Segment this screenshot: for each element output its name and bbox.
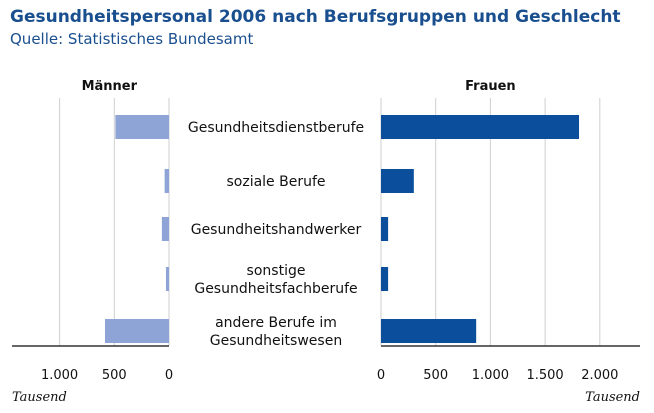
bar-maenner <box>161 217 169 241</box>
bar-maenner <box>105 319 169 343</box>
category-label: Gesundheitswesen <box>210 333 342 349</box>
tick-label-maenner: 0 <box>165 368 173 383</box>
tick-label-maenner: 1.000 <box>41 368 78 383</box>
bar-maenner <box>164 169 169 193</box>
bar-frauen <box>381 169 414 193</box>
tick-label-maenner: 500 <box>102 368 127 383</box>
tick-label-frauen: 2.000 <box>581 368 618 383</box>
chart-subtitle: Quelle: Statistisches Bundesamt <box>10 30 254 48</box>
tick-label-frauen: 1.000 <box>472 368 509 383</box>
bar-frauen <box>381 115 580 139</box>
category-label: Gesundheitsfachberufe <box>194 281 357 297</box>
bar-frauen <box>381 217 389 241</box>
bar-maenner <box>165 267 169 291</box>
category-label: soziale Berufe <box>226 174 325 190</box>
category-label: andere Berufe im <box>215 315 337 331</box>
tick-label-frauen: 1.500 <box>526 368 563 383</box>
tick-label-frauen: 500 <box>423 368 448 383</box>
category-label: sonstige <box>247 263 306 279</box>
category-label: Gesundheitshandwerker <box>191 222 362 238</box>
bar-frauen <box>381 267 389 291</box>
chart-title: Gesundheitspersonal 2006 nach Berufsgrup… <box>10 7 621 27</box>
unit-label-right: Tausend <box>585 390 640 405</box>
tick-label-frauen: 0 <box>377 368 385 383</box>
bar-maenner <box>115 115 169 139</box>
unit-label-left: Tausend <box>12 390 67 405</box>
category-label: Gesundheitsdienstberufe <box>188 120 364 136</box>
panel-header-maenner: Männer <box>82 79 138 94</box>
panel-header-frauen: Frauen <box>465 79 516 94</box>
bar-frauen <box>381 319 477 343</box>
